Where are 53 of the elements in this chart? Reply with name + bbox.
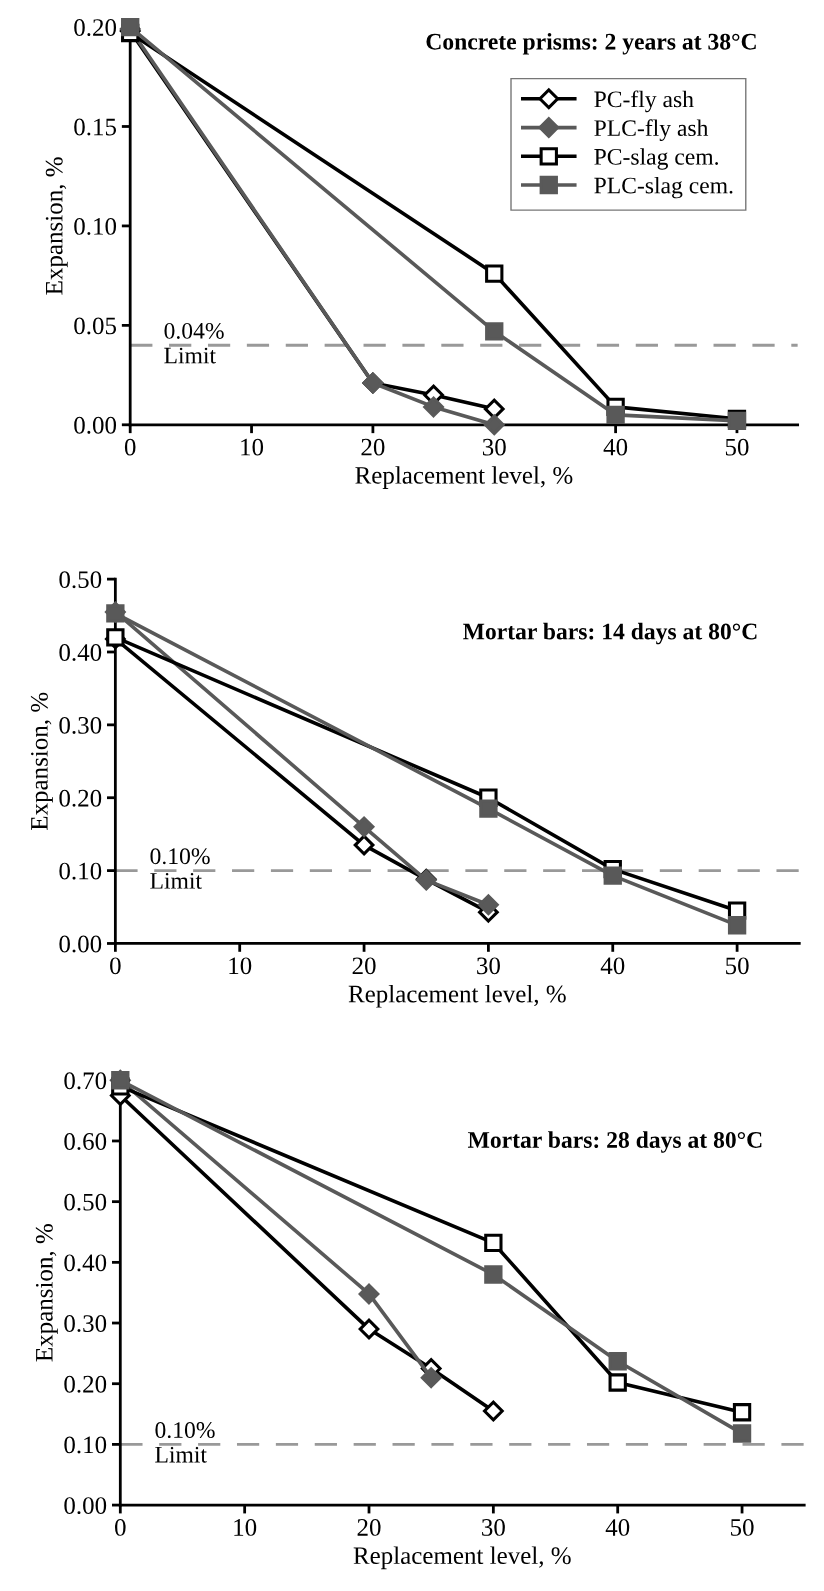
y-tick-label: 0.20	[74, 19, 117, 37]
y-axis-title: Expansion, %	[45, 157, 68, 295]
x-tick-label: 50	[731, 1519, 754, 1536]
x-axis-title: Replacement level, %	[353, 1546, 571, 1570]
x-tick-label: 50	[726, 957, 749, 975]
x-tick-label: 0	[115, 1519, 126, 1536]
ref-line-label: 0.10% Limit	[155, 1422, 215, 1463]
y-tick-label: 0.40	[59, 644, 102, 662]
y-tick-label: 0.50	[64, 1193, 107, 1211]
text: Mortar bars: 28 days at 80°C	[467, 1131, 762, 1153]
x-tick-label: 40	[605, 1519, 630, 1536]
y-tick-label: 0.15	[74, 118, 117, 136]
x-tick-label: 30	[482, 438, 506, 456]
x-tick-label: 40	[600, 957, 625, 975]
chart-title: Concrete prisms: 2 years at 38°C	[426, 33, 756, 55]
x-tick-label: 30	[477, 957, 500, 975]
ref-line-label: 0.10% Limit	[150, 848, 210, 889]
x-axis-title: Replacement level, %	[348, 984, 566, 1008]
y-tick-label: 0.00	[74, 416, 117, 434]
y-tick-label: 0.00	[64, 1497, 107, 1515]
y-tick-label: 0.10	[64, 1436, 107, 1454]
text: Mortar bars: 14 days at 80°C	[463, 622, 757, 645]
legend-label: PC-slag cem.	[594, 148, 718, 170]
legend-label: PLC-fly ash	[594, 119, 709, 141]
y-tick-label: 0.30	[59, 716, 102, 734]
x-tick-label: 20	[357, 1519, 381, 1536]
x-tick-label: 0	[124, 438, 136, 456]
x-tick-label: 0	[110, 957, 121, 975]
y-tick-label: 0.50	[59, 571, 102, 589]
ref-line-label: 0.04% Limit	[164, 322, 224, 364]
legend-label: PC-fly ash	[594, 90, 694, 113]
x-tick-label: 10	[241, 438, 264, 456]
x-tick-label: 40	[603, 438, 628, 456]
y-tick-label: 0.70	[64, 1072, 107, 1090]
x-tick-label: 10	[234, 1519, 257, 1536]
x-axis-title: Replacement level, %	[355, 466, 573, 489]
y-axis-title: Expansion, %	[35, 1224, 58, 1362]
y-tick-label: 0.10	[59, 862, 102, 880]
x-tick-label: 10	[229, 957, 252, 975]
y-tick-label: 0.10	[74, 217, 117, 235]
y-tick-label: 0.30	[64, 1315, 107, 1333]
x-tick-label: 30	[482, 1519, 505, 1536]
y-axis-title: Expansion, %	[30, 692, 53, 831]
legend-label: PLC-slag cem.	[594, 176, 733, 199]
y-tick-label: 0.00	[59, 935, 102, 953]
x-tick-label: 20	[361, 438, 385, 456]
x-tick-label: 20	[352, 957, 376, 975]
y-tick-label: 0.20	[64, 1375, 107, 1393]
y-tick-label: 0.40	[64, 1254, 107, 1272]
x-tick-label: 50	[725, 438, 749, 456]
y-tick-label: 0.20	[59, 789, 102, 807]
y-tick-label: 0.05	[74, 317, 117, 335]
y-tick-label: 0.60	[64, 1133, 107, 1150]
